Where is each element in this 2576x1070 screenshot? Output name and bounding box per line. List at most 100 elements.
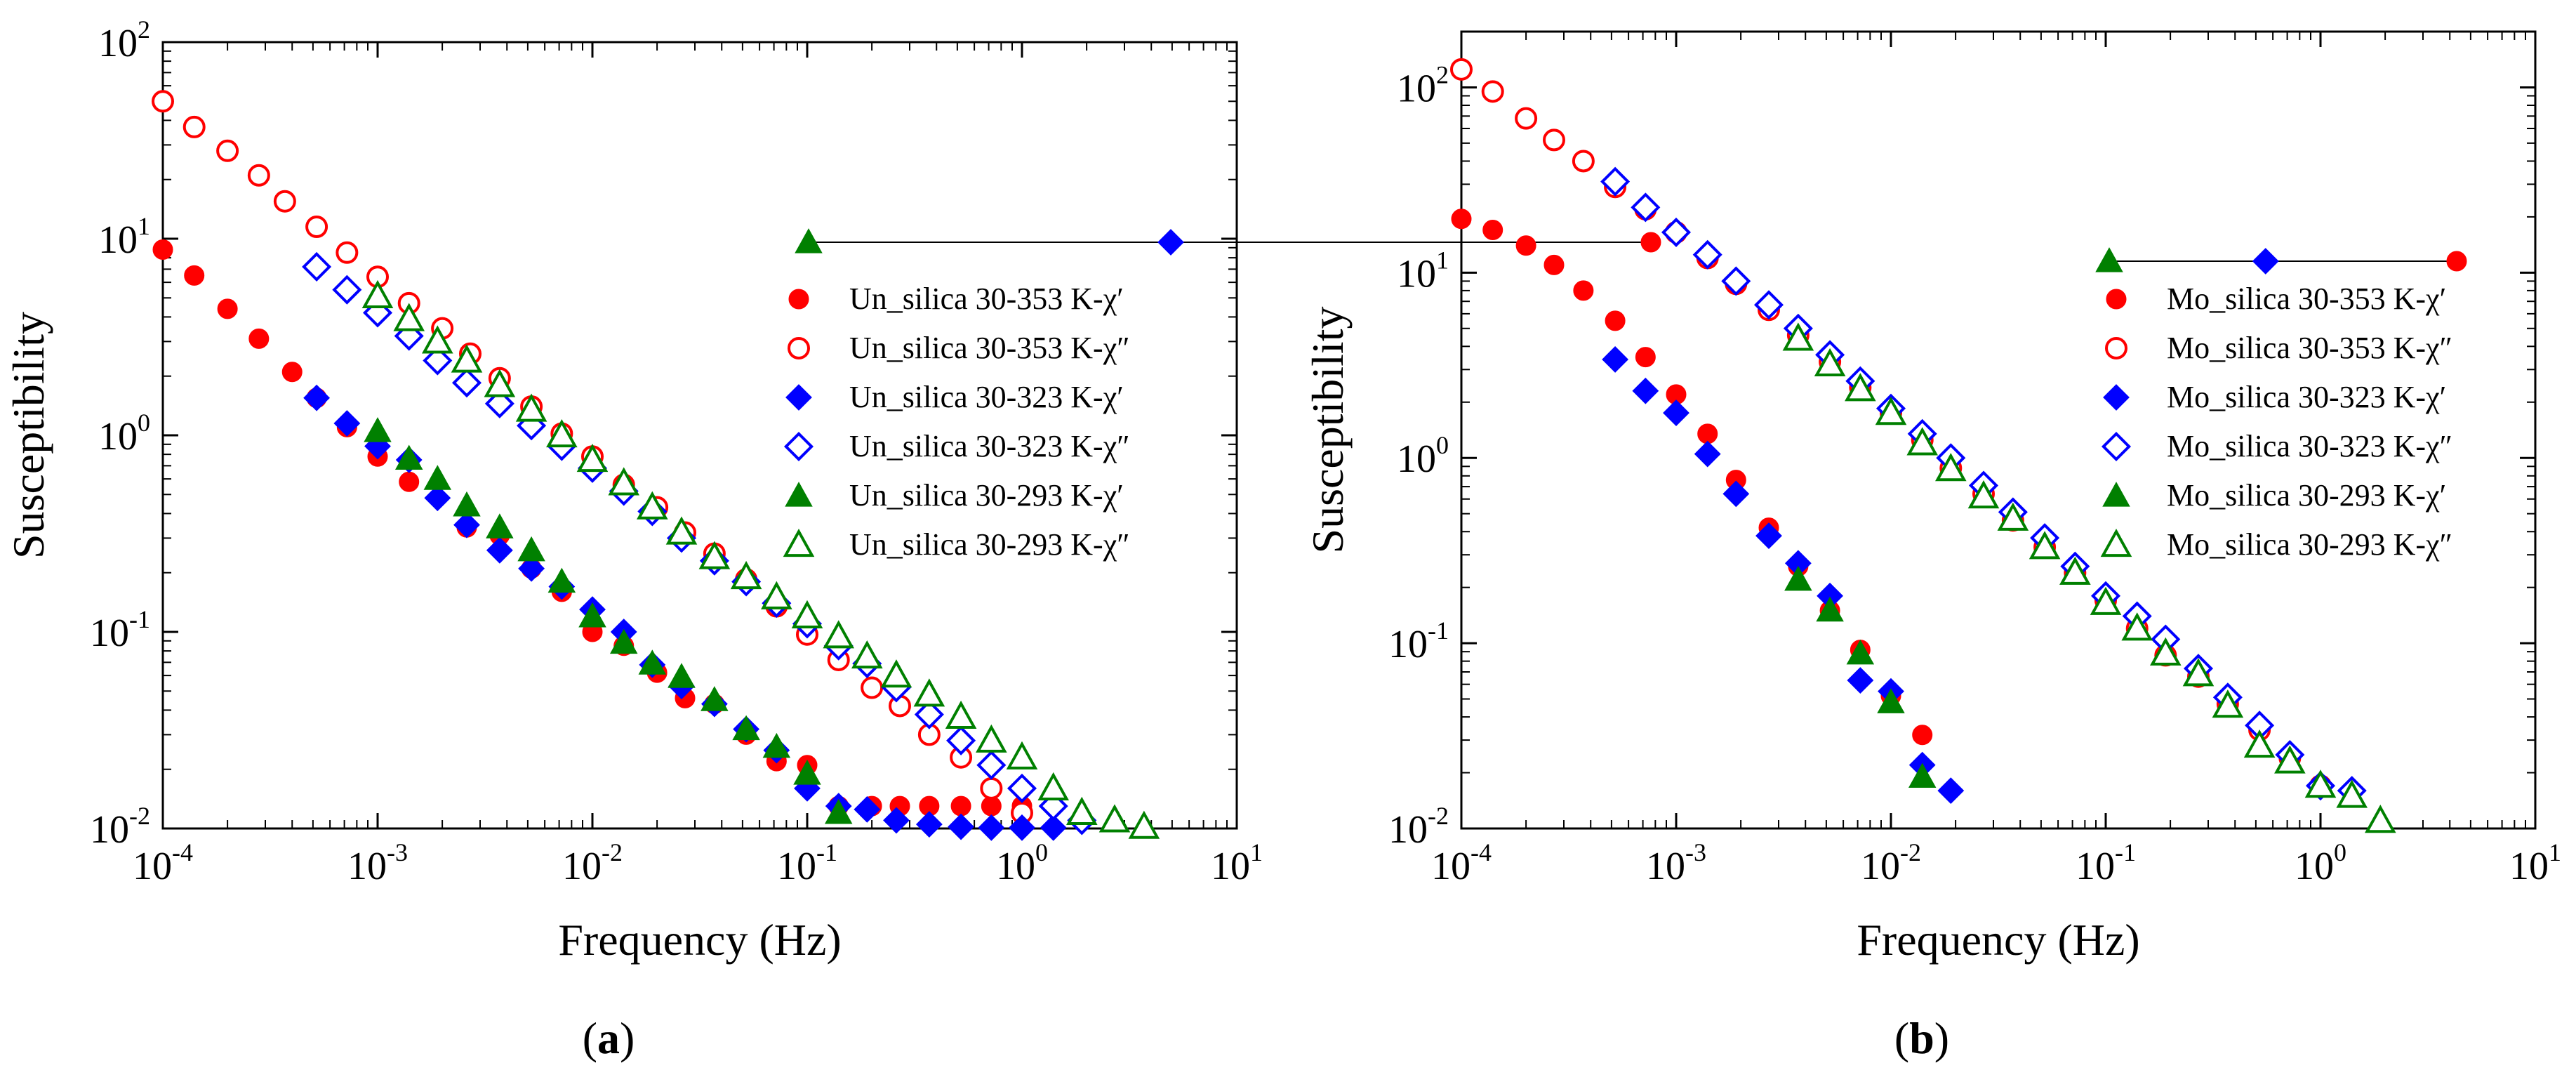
- data-point: [1877, 688, 1905, 713]
- panel-label-letter: a: [597, 1013, 620, 1063]
- x-tick-label-base: 10: [347, 845, 387, 888]
- x-tick-label-base: 10: [996, 845, 1035, 888]
- data-points: [152, 90, 1160, 841]
- y-tick-label-base: 10: [1397, 252, 1436, 296]
- legend-marker: [783, 528, 815, 557]
- data-point: [1967, 480, 2000, 509]
- data-point: [1782, 322, 1814, 351]
- y-tick-label-exp: 2: [1436, 60, 1449, 88]
- data-point: [1481, 80, 1504, 103]
- x-tick-label: 10-2: [1861, 838, 1921, 888]
- data-point: [1600, 166, 1631, 197]
- data-point: [336, 241, 359, 264]
- data-point: [2212, 689, 2244, 718]
- panel-label-close: ): [620, 1013, 635, 1063]
- data-point: [1814, 348, 1846, 377]
- panel-label-letter: b: [1909, 1013, 1934, 1063]
- data-point: [1037, 772, 1070, 800]
- data-point: [914, 699, 944, 729]
- x-tick-label: 10-3: [1646, 838, 1706, 888]
- data-point: [302, 251, 332, 282]
- data-point: [1722, 480, 1750, 508]
- data-point: [2364, 805, 2396, 833]
- data-point: [1912, 725, 1933, 746]
- y-tick-label-base: 10: [98, 22, 138, 65]
- data-point: [2149, 637, 2182, 666]
- data-point: [948, 813, 975, 840]
- data-point: [1007, 773, 1037, 803]
- data-point: [883, 807, 910, 834]
- x-tick-label-base: 10: [1646, 845, 1685, 888]
- data-point: [2059, 556, 2091, 585]
- data-point: [854, 795, 881, 823]
- data-point: [701, 686, 729, 711]
- data-point: [823, 620, 855, 649]
- panel-label: (a): [583, 1013, 635, 1063]
- data-point: [1997, 502, 2029, 531]
- data-point: [281, 362, 303, 383]
- data-point: [1040, 814, 1067, 841]
- x-tick-label-base: 10: [1211, 845, 1250, 888]
- data-point: [1542, 128, 1565, 152]
- data-point: [484, 388, 514, 418]
- data-point: [1906, 427, 1939, 456]
- legend-connector: [795, 228, 1661, 256]
- legend-marker: [2103, 384, 2130, 411]
- data-point: [2243, 729, 2276, 758]
- panel-a: 10-4 10-3 10-2 10-1 100 10110-210-1100101102F…: [4, 15, 1661, 1063]
- data-point: [976, 724, 1007, 753]
- x-tick-label: 100: [2295, 838, 2346, 888]
- y-tick-label: 100: [98, 409, 150, 458]
- panel-label-close: ): [1934, 1013, 1949, 1063]
- data-point: [1635, 347, 1656, 368]
- data-point: [608, 467, 640, 496]
- data-point: [761, 581, 792, 609]
- data-point: [453, 511, 480, 539]
- data-point: [1098, 804, 1131, 833]
- legend-label: Un_silica 30-323 K-χ′: [849, 380, 1124, 414]
- data-point: [486, 513, 514, 539]
- data-point: [915, 811, 943, 838]
- legend-label: Un_silica 30-293 K-χ′: [849, 478, 1124, 513]
- legend-label: Mo_silica 30-323 K-χ′: [2167, 380, 2446, 414]
- y-tick-label: 10-2: [1388, 802, 1449, 852]
- data-point: [2182, 658, 2215, 687]
- data-point: [976, 750, 1007, 780]
- y-tick-label-exp: -2: [129, 802, 150, 830]
- y-tick-label-exp: 0: [138, 409, 150, 437]
- y-tick-label-base: 10: [1397, 67, 1436, 110]
- data-point: [546, 418, 578, 448]
- data-point: [399, 471, 420, 492]
- legend-label: Un_silica 30-353 K-χ″: [849, 331, 1130, 365]
- x-tick-label: 100: [996, 838, 1048, 888]
- data-point: [332, 275, 362, 305]
- x-tick-label-exp: 1: [2549, 838, 2561, 866]
- data-point: [451, 368, 482, 398]
- connector-triangle-marker: [2095, 247, 2123, 272]
- data-point: [609, 628, 638, 654]
- data-point: [2090, 586, 2122, 615]
- legend-label: Un_silica 30-293 K-χ″: [849, 527, 1130, 562]
- x-tick-label-base: 10: [2295, 845, 2334, 888]
- connector-triangle-marker: [795, 228, 823, 253]
- data-point: [305, 216, 328, 239]
- y-tick-label-exp: 1: [1436, 246, 1449, 274]
- series-0: [1451, 209, 1933, 746]
- data-point: [1605, 310, 1626, 331]
- x-tick-label: 101: [2509, 838, 2561, 888]
- x-tick-label: 10-4: [1431, 838, 1492, 888]
- data-point: [824, 798, 853, 824]
- x-tick-label-exp: -3: [387, 838, 408, 866]
- x-tick-label: 10-1: [777, 838, 837, 888]
- legend-marker: [788, 289, 809, 310]
- data-point: [636, 491, 668, 520]
- legend-marker: [2101, 431, 2132, 462]
- data-point: [1846, 639, 1875, 665]
- data-point: [576, 443, 609, 473]
- legend-label: Mo_silica 30-293 K-χ′: [2167, 478, 2446, 513]
- data-point: [273, 190, 296, 213]
- x-tick-label-base: 10: [1431, 845, 1470, 888]
- x-axis-title: Frequency (Hz): [558, 915, 841, 965]
- y-tick-label-exp: -1: [129, 605, 150, 633]
